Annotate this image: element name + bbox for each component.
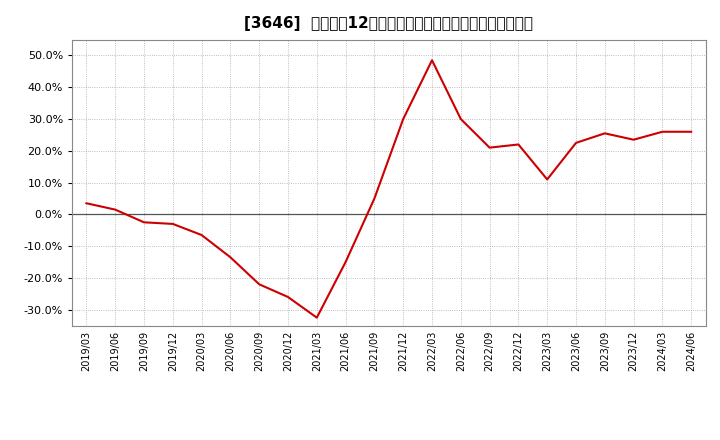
Title: [3646]  売上高の12か月移動合計の対前年同期増減率の推移: [3646] 売上高の12か月移動合計の対前年同期増減率の推移 — [244, 16, 534, 32]
